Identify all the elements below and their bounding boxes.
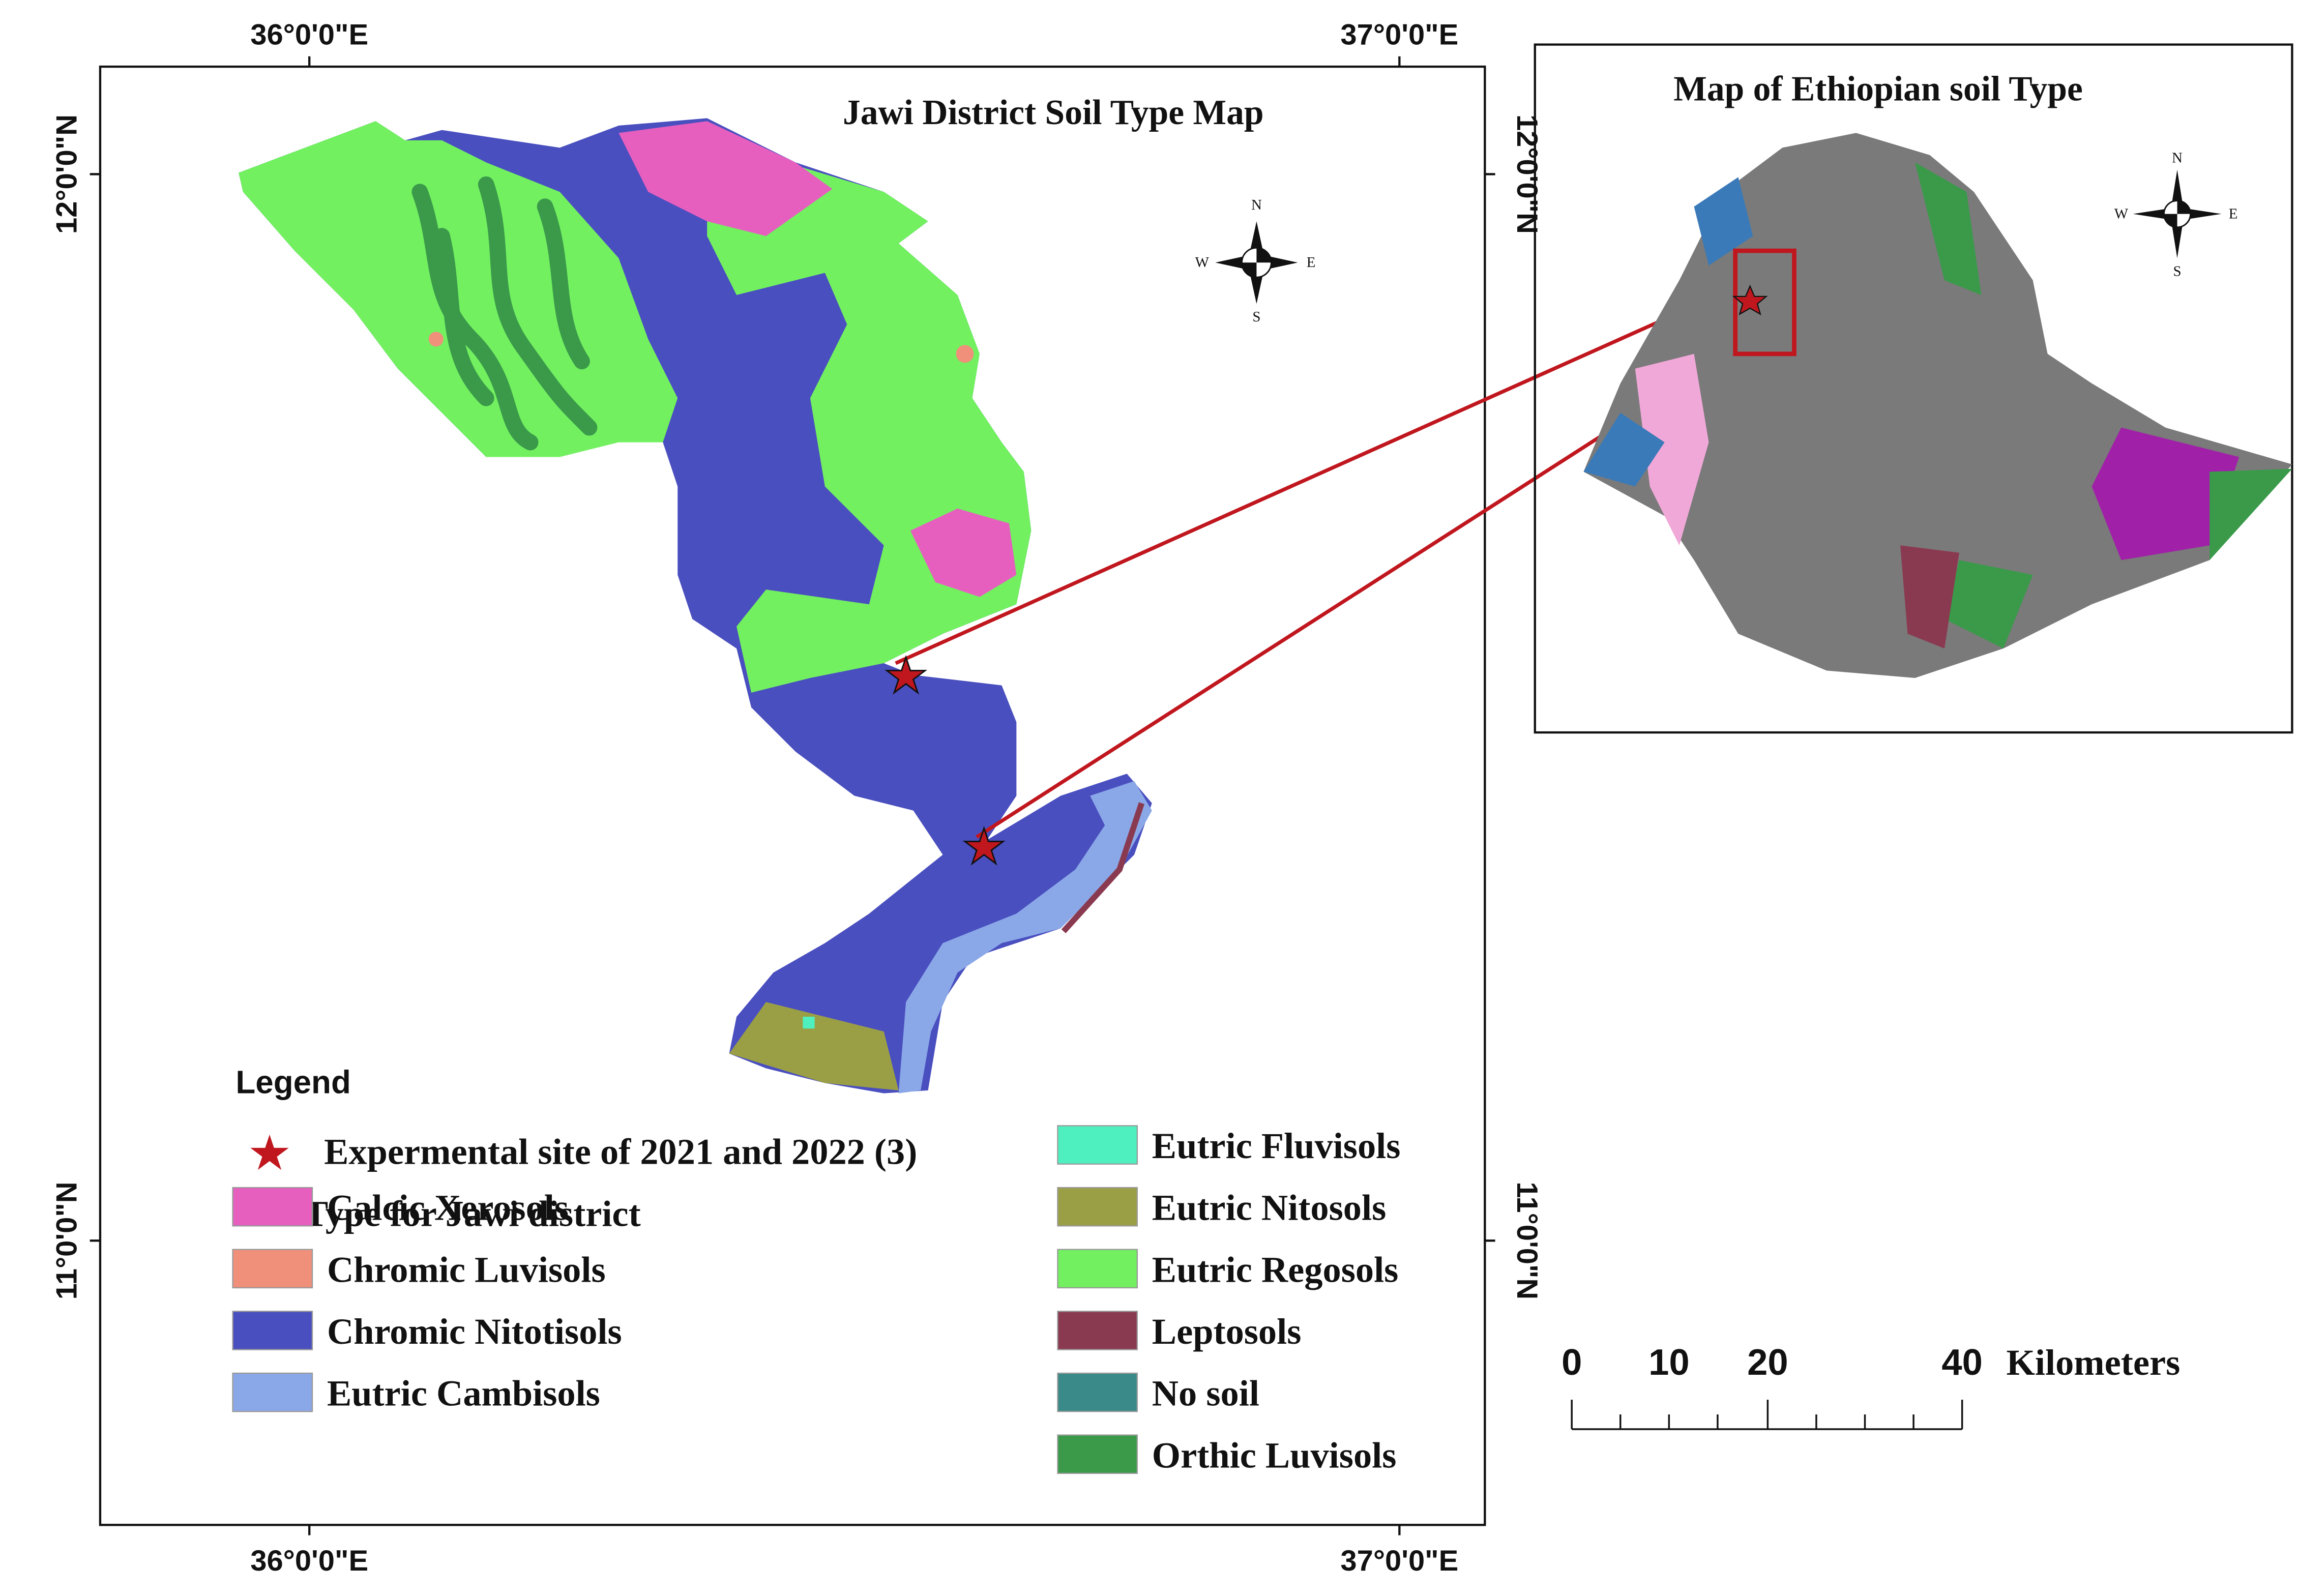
legend-title: Legend (235, 1064, 351, 1101)
coord-label: 12°0'0"N (1511, 114, 1543, 234)
coord-label: 12°0'0"N (51, 114, 83, 234)
inset-title: Map of Ethiopian soil Type (1673, 70, 2083, 109)
graticule-ticks (90, 56, 1495, 1535)
scale-unit: Kilometers (2007, 1342, 2181, 1383)
legend-site: Expermental site of 2021 and 2022 (3) (324, 1131, 917, 1172)
legend-swatch (232, 1187, 313, 1227)
inset-frame (1534, 43, 2293, 734)
compass-label: E (1307, 254, 1316, 271)
compass-label: S (2173, 263, 2181, 279)
legend-label: Calcic Xerosols (327, 1187, 569, 1228)
soil-area (898, 781, 1152, 1093)
legend-swatch (1057, 1125, 1138, 1165)
compass-label: N (2172, 150, 2183, 166)
scale-label: 0 (1562, 1342, 1582, 1383)
soil-area (910, 508, 1017, 597)
legend-label: Leptosols (1152, 1311, 1302, 1352)
legend-label: Eutric Nitosols (1152, 1187, 1386, 1228)
soil-area (428, 332, 444, 347)
inset-highlight (1733, 248, 1796, 357)
soil-area (618, 121, 833, 237)
soil-area (729, 1002, 899, 1090)
coord-label: 36°0'0"E (250, 1545, 368, 1577)
legend-star (250, 1134, 289, 1170)
legend-swatch (1057, 1187, 1138, 1227)
scale-label: 10 (1648, 1342, 1690, 1383)
soil-area (239, 121, 678, 457)
soil-area (956, 345, 974, 363)
coord-label: 37°0'0"E (1340, 19, 1458, 51)
compass-label: S (1252, 309, 1260, 325)
legend-swatch (232, 1372, 313, 1412)
scale-label: 40 (1941, 1342, 1983, 1383)
district-map (239, 118, 1152, 1093)
legend-swatch (1057, 1372, 1138, 1412)
compass-label: E (2229, 205, 2238, 222)
coord-label: 37°0'0"E (1340, 1545, 1458, 1577)
legend-label: Eutric Fluvisols (1152, 1125, 1401, 1166)
main-frame (99, 65, 1486, 1526)
coord-label: 36°0'0"E (250, 19, 368, 51)
compass-label: N (1251, 197, 1262, 213)
legend-swatch (1057, 1311, 1138, 1350)
site-markers (885, 655, 1006, 866)
inset-map (1583, 133, 2292, 678)
inset-site (1732, 284, 1768, 316)
coord-label: 11°0'0"N (51, 1181, 83, 1299)
legend-items: Calcic Xerosols Chromic Luvisols Chromic N… (232, 1125, 1401, 1475)
scale-label: 20 (1747, 1342, 1788, 1383)
soil-area (1061, 802, 1145, 933)
legend-swatch (1057, 1434, 1138, 1474)
legend-label: Orthic Luvisols (1152, 1434, 1397, 1475)
inset-compass (2133, 169, 2222, 258)
compass (1215, 221, 1298, 304)
legend-label: Chromic Luvisols (327, 1249, 606, 1290)
legend-label: Eutric Cambisols (327, 1373, 600, 1414)
soil-area (411, 176, 598, 451)
legend-swatch (232, 1249, 313, 1289)
legend-swatch (232, 1311, 313, 1350)
legend-swatch (1057, 1249, 1138, 1289)
map-title: Jawi District Soil Type Map (843, 93, 1264, 132)
legend-label: Chromic Nitotisols (327, 1311, 622, 1352)
compass-label: W (1195, 254, 1210, 271)
compass-label: W (2114, 205, 2129, 222)
legend-label: Eutric Regosols (1152, 1249, 1399, 1290)
legend-label: No soil (1152, 1373, 1259, 1414)
coord-label: 11°0'0"N (1511, 1181, 1543, 1299)
soil-area (803, 1017, 815, 1029)
scale-bar (1571, 1400, 1963, 1430)
